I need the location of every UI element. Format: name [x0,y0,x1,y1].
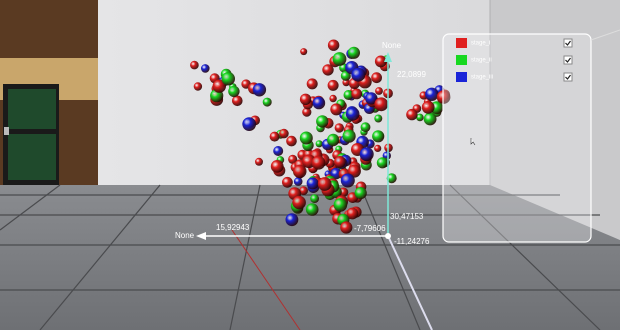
sphere [361,122,371,132]
sphere [222,72,235,85]
sphere [322,64,333,75]
sphere [334,198,348,212]
axis-value: 30,47153 [390,212,424,221]
sphere [327,134,339,146]
sphere [307,78,318,89]
legend-label: stage_i [471,41,490,47]
legend-swatch [456,72,467,82]
axis-value: -7,79606 [354,224,386,233]
sphere [190,61,199,70]
sphere [406,109,417,120]
sphere [330,103,342,115]
legend-label: stage_ii [471,58,492,64]
sphere [263,98,272,107]
sphere [228,86,239,97]
sphere [316,115,328,127]
sphere [424,113,437,126]
door-handle [4,127,9,135]
sphere [351,68,365,82]
sphere [300,94,311,105]
sphere [351,89,362,100]
sphere [282,177,293,188]
door-glass [8,134,56,180]
sphere [300,48,307,55]
sphere [360,147,374,161]
sphere [271,160,284,173]
sphere [341,174,355,188]
sphere [343,130,356,143]
sphere [374,97,388,111]
sphere [329,95,336,102]
sphere [273,146,283,156]
axis-origin [385,233,391,239]
sphere [371,72,382,83]
sphere [355,187,367,199]
sphere [328,40,339,51]
sphere [335,123,344,132]
legend-swatch [456,38,467,48]
sphere [313,97,326,110]
axis-value: 22,0899 [397,70,426,79]
sphere [425,88,438,101]
legend-label: stage_iii [471,75,493,81]
sphere [310,194,319,203]
sphere [334,156,346,168]
sphere [201,64,210,73]
sphere [253,83,266,96]
legend-checkbox[interactable] [564,39,572,47]
sphere [286,213,299,226]
sphere [348,47,360,59]
sphere [318,177,332,191]
legend-checkbox[interactable] [564,73,572,81]
sphere [293,165,306,178]
sphere [292,196,306,210]
sphere [375,87,383,95]
sphere [307,177,319,189]
sphere [374,145,381,152]
axis-value: -11,24276 [394,237,430,246]
sphere [286,136,297,147]
axis-name: None [382,41,402,50]
sphere [372,130,384,142]
sphere [300,132,313,145]
door-glass [8,89,56,129]
sphere [374,115,382,123]
sphere [316,140,323,147]
sphere [194,82,202,90]
sphere [377,157,388,168]
legend-swatch [456,55,467,65]
legend-panel [443,34,591,242]
sphere [422,101,435,114]
sphere [306,203,319,216]
sphere [340,221,352,233]
sphere [242,117,256,131]
sphere [312,156,326,170]
sphere [279,129,289,139]
sphere [270,132,280,142]
axis-value: 15,92943 [216,223,250,232]
legend-checkbox[interactable] [564,56,572,64]
sphere [294,177,303,186]
wood-panel [0,0,98,58]
vr-scene: None 22,0899 None 15,92943 -7,79606 30,4… [0,0,620,330]
sphere [346,107,360,121]
sphere [328,80,339,91]
sphere [255,158,263,166]
axis-name: None [175,231,195,240]
sphere [333,52,347,66]
